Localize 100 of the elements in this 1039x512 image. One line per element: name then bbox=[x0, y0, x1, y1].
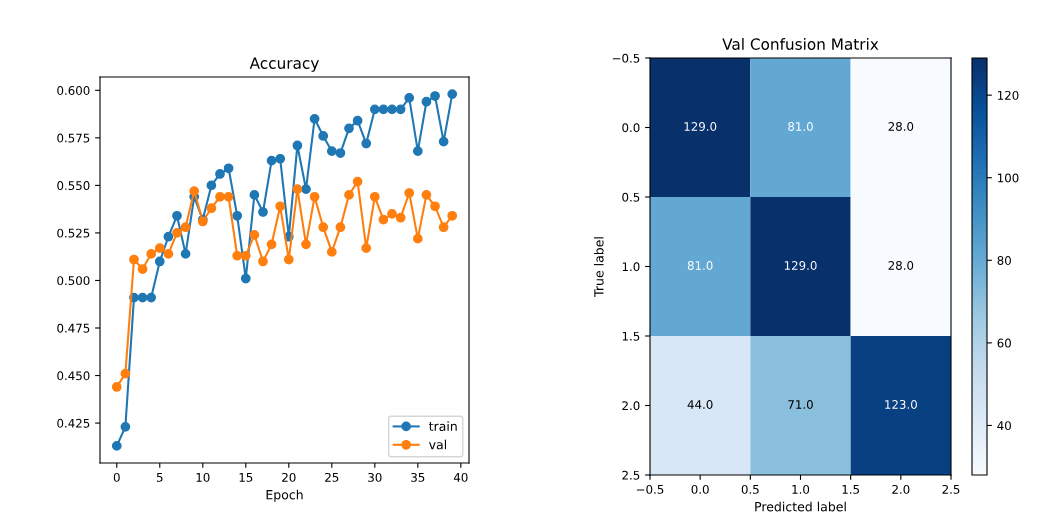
color-bar-label: 120 bbox=[998, 90, 1019, 100]
point bbox=[438, 222, 449, 233]
y-tick-label: 0.475 bbox=[57, 323, 90, 333]
point bbox=[352, 115, 363, 126]
point bbox=[111, 441, 122, 451]
x-tick-label: 1.5 bbox=[842, 485, 860, 494]
color-bar-label: 100 bbox=[998, 173, 1019, 183]
color-bar-label: 60 bbox=[997, 338, 1011, 348]
point bbox=[275, 153, 286, 164]
color-bar-label: 80 bbox=[997, 256, 1011, 265]
point bbox=[301, 239, 311, 250]
point bbox=[137, 264, 148, 274]
x-tick-label: 40 bbox=[453, 472, 468, 482]
x-tick-label: 10 bbox=[196, 472, 210, 482]
point bbox=[163, 248, 174, 259]
point bbox=[180, 222, 191, 233]
point bbox=[111, 382, 122, 392]
legend-label: val bbox=[429, 439, 447, 450]
point bbox=[206, 203, 217, 214]
point bbox=[361, 243, 372, 253]
point bbox=[378, 104, 389, 115]
x-tick-label: 0 bbox=[113, 472, 120, 482]
point bbox=[258, 256, 268, 267]
point bbox=[206, 180, 217, 191]
x-tick-label: 1.0 bbox=[792, 484, 810, 494]
y-tick-label: 0.575 bbox=[57, 133, 90, 143]
point bbox=[344, 190, 354, 200]
point bbox=[275, 201, 286, 212]
x-tick-label: −0.5 bbox=[636, 484, 664, 494]
data-label: 28.0 bbox=[888, 122, 914, 131]
x-tick-label: 25 bbox=[325, 472, 339, 482]
point bbox=[292, 140, 303, 151]
point bbox=[249, 229, 260, 240]
point bbox=[120, 422, 131, 432]
point bbox=[292, 184, 303, 195]
data-label: 81.0 bbox=[687, 261, 713, 270]
point bbox=[120, 368, 131, 379]
data-label: 129.0 bbox=[684, 122, 717, 131]
data-label: 129.0 bbox=[784, 261, 817, 270]
point bbox=[369, 104, 380, 115]
point bbox=[154, 243, 165, 253]
point bbox=[326, 146, 337, 157]
point bbox=[412, 233, 423, 244]
chart-title: Val Confusion Matrix bbox=[722, 38, 879, 50]
point bbox=[318, 131, 329, 141]
y-axis-title: True label bbox=[593, 237, 604, 297]
point bbox=[361, 138, 372, 149]
point bbox=[240, 273, 251, 284]
point bbox=[146, 292, 157, 303]
point bbox=[344, 123, 354, 134]
point bbox=[258, 207, 268, 217]
point bbox=[335, 222, 346, 233]
point bbox=[266, 239, 277, 250]
x-tick-label: 30 bbox=[368, 472, 382, 482]
x-tick-label: 35 bbox=[411, 472, 425, 482]
data-label: 28.0 bbox=[888, 261, 914, 270]
point bbox=[421, 96, 432, 107]
x-tick-label: 0.0 bbox=[691, 484, 709, 494]
point bbox=[387, 104, 397, 115]
y-tick-label: 2.0 bbox=[622, 401, 640, 411]
data-label: 123.0 bbox=[885, 400, 917, 409]
x-tick-label: 2.0 bbox=[892, 484, 910, 494]
point bbox=[232, 250, 243, 261]
point bbox=[301, 184, 311, 195]
point bbox=[266, 155, 277, 166]
point bbox=[137, 292, 148, 303]
chart-title: Accuracy bbox=[249, 57, 319, 72]
point bbox=[421, 190, 432, 200]
y-tick-label: 0.500 bbox=[57, 276, 90, 286]
point bbox=[215, 169, 225, 179]
point bbox=[404, 93, 415, 103]
y-tick-label: 0.425 bbox=[57, 418, 90, 428]
point bbox=[240, 250, 251, 261]
point bbox=[309, 113, 320, 124]
point bbox=[430, 91, 440, 101]
point bbox=[180, 248, 191, 259]
point bbox=[129, 254, 139, 265]
x-axis-title: Epoch bbox=[266, 489, 303, 502]
point bbox=[154, 256, 165, 267]
y-tick-label: 0.0 bbox=[622, 123, 640, 133]
point bbox=[309, 191, 320, 202]
point bbox=[249, 190, 260, 200]
data-label: 44.0 bbox=[687, 400, 713, 409]
data-label: 81.0 bbox=[788, 122, 813, 131]
point bbox=[318, 222, 329, 233]
x-tick-label: 20 bbox=[282, 472, 296, 482]
y-tick-label: 1.5 bbox=[622, 331, 640, 341]
x-tick-label: 15 bbox=[239, 473, 253, 482]
point bbox=[172, 210, 182, 221]
y-tick-label: 0.600 bbox=[57, 86, 90, 95]
point bbox=[172, 228, 182, 238]
y-tick-label: 0.5 bbox=[622, 192, 640, 202]
point bbox=[387, 209, 397, 219]
point bbox=[447, 210, 458, 221]
point bbox=[404, 188, 415, 198]
y-tick-label: 0.525 bbox=[57, 228, 90, 238]
point bbox=[335, 148, 346, 158]
x-tick-label: 5 bbox=[156, 473, 163, 482]
data-label: 71.0 bbox=[788, 400, 813, 409]
y-tick-label: −0.5 bbox=[612, 53, 640, 63]
